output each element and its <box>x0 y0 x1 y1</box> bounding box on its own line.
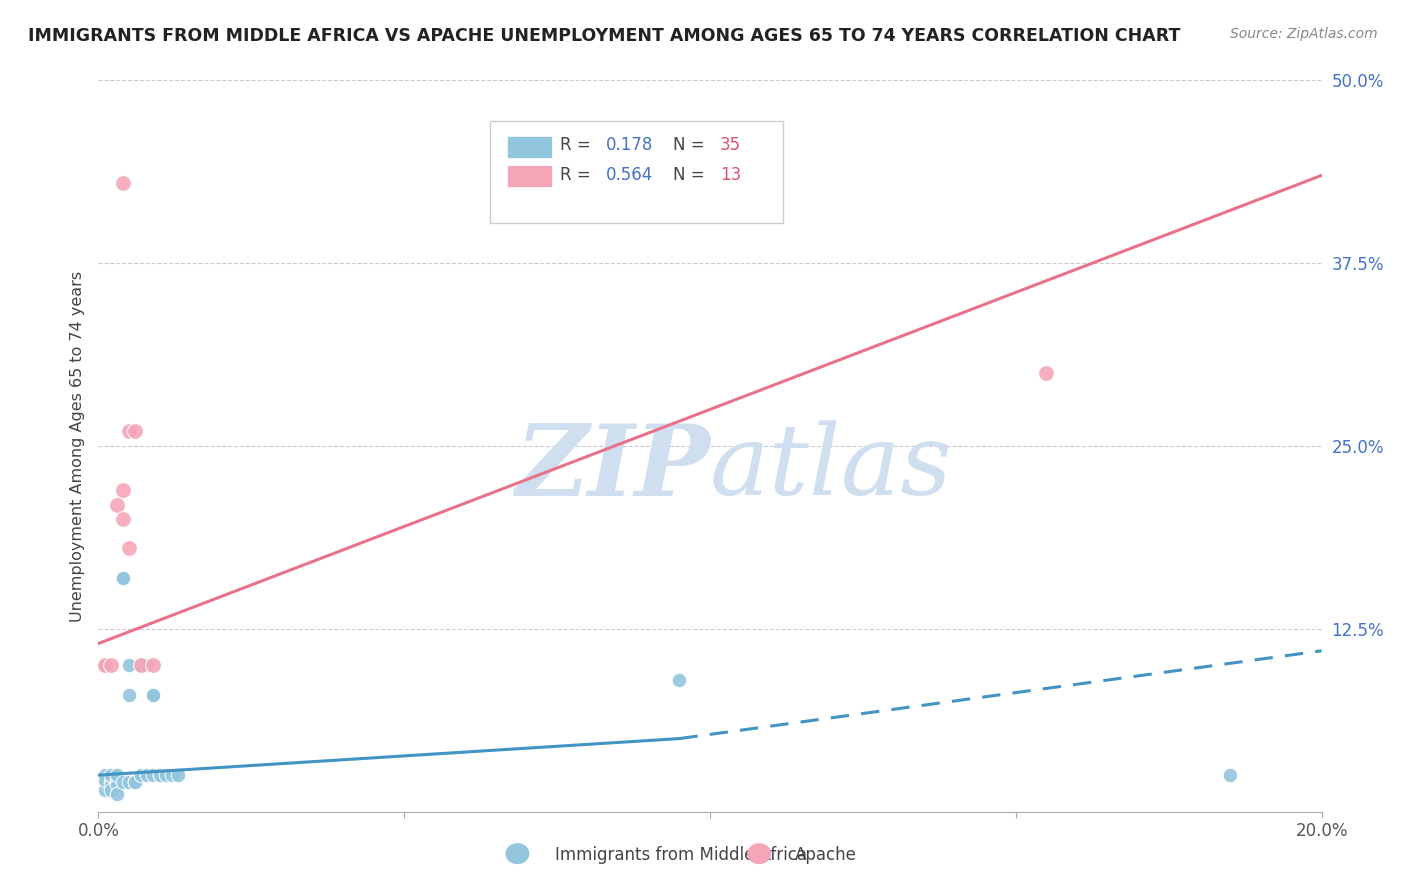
Point <box>149 768 172 782</box>
Point <box>167 768 190 782</box>
Point <box>93 658 115 673</box>
Point <box>142 658 165 673</box>
Point <box>100 768 122 782</box>
Text: 35: 35 <box>720 136 741 154</box>
Point <box>111 176 134 190</box>
Point <box>142 688 165 702</box>
Point <box>129 768 152 782</box>
Point <box>136 658 159 673</box>
Text: N =: N = <box>673 166 710 184</box>
Text: R =: R = <box>560 136 596 154</box>
Point <box>1035 366 1057 380</box>
Point <box>93 775 115 789</box>
Point <box>124 425 146 439</box>
Point <box>105 787 128 801</box>
Point <box>111 512 134 526</box>
Point <box>118 541 141 556</box>
Point <box>142 768 165 782</box>
Point <box>105 775 128 789</box>
Point <box>149 768 172 782</box>
Point <box>118 775 141 789</box>
Point <box>105 768 128 782</box>
Point <box>111 571 134 585</box>
Point <box>1219 768 1241 782</box>
Text: 13: 13 <box>720 166 741 184</box>
Text: Apache: Apache <box>794 846 856 863</box>
Point <box>105 778 128 792</box>
Point <box>155 768 177 782</box>
Point <box>124 775 146 789</box>
Point <box>93 768 115 782</box>
Point <box>118 688 141 702</box>
Point <box>100 782 122 797</box>
Text: Source: ZipAtlas.com: Source: ZipAtlas.com <box>1230 27 1378 41</box>
FancyBboxPatch shape <box>508 136 553 158</box>
FancyBboxPatch shape <box>489 120 783 223</box>
Text: 0.178: 0.178 <box>606 136 654 154</box>
Point <box>111 483 134 497</box>
Point <box>111 775 134 789</box>
Text: R =: R = <box>560 166 596 184</box>
Point <box>118 658 141 673</box>
Point <box>105 772 128 787</box>
Y-axis label: Unemployment Among Ages 65 to 74 years: Unemployment Among Ages 65 to 74 years <box>69 270 84 622</box>
Point <box>142 688 165 702</box>
Text: ZIP: ZIP <box>515 420 710 516</box>
Text: 0.564: 0.564 <box>606 166 654 184</box>
Point <box>93 782 115 797</box>
Point <box>93 772 115 787</box>
Point <box>100 775 122 789</box>
Point <box>160 768 183 782</box>
Point <box>100 658 122 673</box>
Point <box>129 658 152 673</box>
Point <box>129 658 152 673</box>
Text: Immigrants from Middle Africa: Immigrants from Middle Africa <box>555 846 807 863</box>
Point <box>136 768 159 782</box>
Point <box>105 498 128 512</box>
Point <box>111 571 134 585</box>
Point <box>93 658 115 673</box>
Text: N =: N = <box>673 136 710 154</box>
Text: IMMIGRANTS FROM MIDDLE AFRICA VS APACHE UNEMPLOYMENT AMONG AGES 65 TO 74 YEARS C: IMMIGRANTS FROM MIDDLE AFRICA VS APACHE … <box>28 27 1181 45</box>
Point <box>124 775 146 789</box>
FancyBboxPatch shape <box>508 165 553 187</box>
Point <box>100 778 122 792</box>
Point <box>668 673 690 687</box>
Point <box>118 425 141 439</box>
Text: atlas: atlas <box>710 420 953 516</box>
